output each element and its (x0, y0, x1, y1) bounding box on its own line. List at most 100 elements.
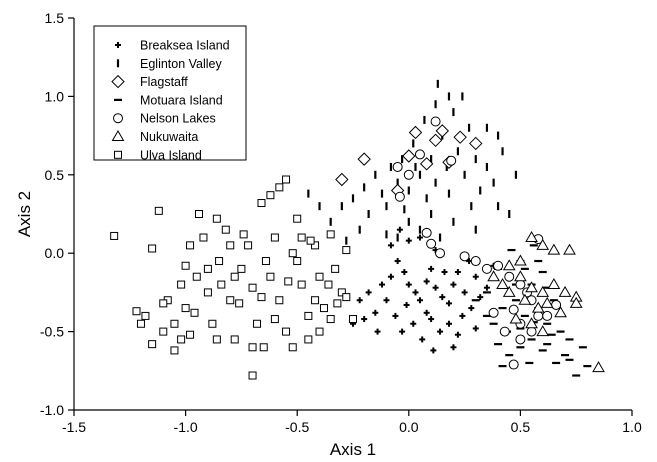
data-point-nukuwaita (536, 325, 550, 337)
data-point-breaksea-island (356, 297, 363, 304)
data-point-nukuwaita (547, 278, 561, 290)
data-point-ulva-island (248, 283, 257, 292)
y-tick-label: -1.0 (40, 402, 64, 418)
data-point-ulva-island (239, 230, 248, 239)
data-point-breaksea-island (423, 309, 430, 316)
data-point-ulva-island (261, 257, 270, 266)
data-point-ulva-island (259, 343, 268, 352)
data-point-ulva-island (177, 280, 186, 289)
data-point-ulva-island (304, 311, 313, 320)
data-point-breaksea-island (459, 312, 466, 319)
data-point-breaksea-island (361, 316, 368, 323)
data-point-breaksea-island (439, 294, 446, 301)
series-nelson-lakes (392, 116, 562, 370)
data-point-breaksea-island (445, 320, 452, 327)
data-point-breaksea-island (454, 331, 461, 338)
data-point-breaksea-island (416, 234, 423, 241)
data-point-nelson-lakes (493, 260, 504, 271)
legend-label-eglinton-valley: Eglinton Valley (140, 57, 223, 71)
legend-label-ulva-island: Ulva Island (140, 148, 202, 162)
data-point-nelson-lakes (403, 169, 414, 180)
data-point-ulva-island (148, 244, 157, 253)
legend-label-nelson-lakes: Nelson Lakes (140, 112, 216, 126)
data-point-nelson-lakes (515, 334, 526, 345)
legend-marker-breaksea-island (115, 42, 121, 48)
data-point-nelson-lakes (499, 326, 510, 337)
data-point-ulva-island (293, 257, 302, 266)
data-point-breaksea-island (428, 265, 435, 272)
data-point-nukuwaita (558, 285, 572, 297)
data-point-nukuwaita (536, 285, 550, 297)
data-point-breaksea-island (472, 325, 479, 332)
data-point-ulva-island (319, 304, 328, 313)
data-point-ulva-island (326, 315, 335, 324)
data-point-flagstaff (453, 130, 467, 144)
data-point-flagstaff (357, 152, 371, 166)
data-point-ulva-island (282, 327, 291, 336)
data-point-ulva-island (148, 340, 157, 349)
data-point-ulva-island (230, 335, 239, 344)
data-point-ulva-island (293, 214, 302, 223)
data-point-ulva-island (136, 319, 145, 328)
data-point-breaksea-island (387, 242, 394, 249)
data-point-nukuwaita (514, 254, 527, 266)
data-point-flagstaff (435, 124, 449, 138)
data-point-ulva-island (221, 225, 230, 234)
data-point-ulva-island (212, 335, 221, 344)
data-point-nukuwaita (569, 296, 583, 308)
data-point-flagstaff (408, 125, 423, 140)
data-point-ulva-island (304, 335, 313, 344)
data-point-breaksea-island (450, 344, 457, 351)
data-point-breaksea-island (450, 281, 457, 288)
data-point-nelson-lakes (533, 310, 544, 321)
data-point-nukuwaita (502, 259, 516, 271)
data-point-nukuwaita (540, 296, 554, 308)
data-point-ulva-island (248, 343, 257, 352)
data-point-ulva-island (288, 343, 297, 352)
data-point-breaksea-island (416, 297, 423, 304)
data-point-nelson-lakes (526, 326, 537, 337)
data-point-flagstaff (469, 136, 483, 151)
data-point-ulva-island (212, 214, 221, 223)
data-point-breaksea-island (483, 284, 490, 291)
x-tick-label: 0.5 (511, 419, 531, 435)
data-point-nelson-lakes (459, 251, 470, 262)
data-point-nelson-lakes (470, 256, 481, 267)
data-point-breaksea-island (379, 281, 386, 288)
data-point-ulva-island (186, 330, 195, 339)
data-point-ulva-island (159, 299, 168, 308)
data-point-breaksea-island (405, 281, 412, 288)
legend-label-breaksea-island: Breaksea Island (140, 39, 230, 53)
x-tick-label: 1.0 (622, 419, 642, 435)
data-point-ulva-island (237, 264, 246, 273)
legend-label-flagstaff: Flagstaff (140, 75, 188, 89)
data-point-nelson-lakes (421, 227, 432, 238)
data-point-ulva-island (266, 191, 275, 200)
data-point-nelson-lakes (504, 271, 515, 282)
data-point-ulva-island (110, 231, 119, 240)
data-point-flagstaff (402, 149, 416, 163)
data-point-breaksea-island (461, 289, 468, 296)
data-point-ulva-island (342, 293, 351, 302)
data-point-breaksea-island (396, 226, 403, 233)
data-point-nukuwaita (496, 278, 509, 290)
data-point-breaksea-island (374, 328, 381, 335)
data-point-nelson-lakes (551, 299, 562, 310)
data-point-nelson-lakes (542, 310, 553, 321)
data-point-ulva-island (170, 346, 179, 355)
data-point-ulva-island (194, 210, 203, 218)
data-point-breaksea-island (410, 320, 417, 327)
data-point-nelson-lakes (481, 263, 492, 274)
data-point-breaksea-island (428, 316, 435, 323)
data-point-ulva-island (253, 319, 262, 328)
data-point-nukuwaita (502, 285, 516, 297)
data-point-nukuwaita (525, 317, 538, 329)
data-point-ulva-island (337, 288, 346, 297)
y-tick-label: 1.0 (45, 88, 65, 104)
data-point-ulva-island (132, 307, 141, 316)
x-tick-label: -1.5 (62, 419, 86, 435)
data-point-ulva-island (324, 280, 333, 289)
data-point-breaksea-island (445, 300, 452, 307)
legend: Breaksea Island Eglinton Valley Flagstaff M… (93, 25, 247, 162)
